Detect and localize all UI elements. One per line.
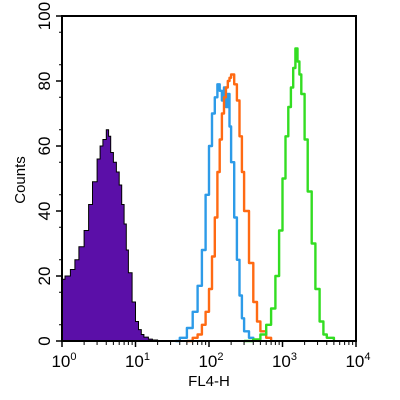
- series-4-histogram-line: [244, 47, 336, 343]
- y-tick-label: 20: [35, 267, 54, 286]
- x-tick-label: 104: [345, 351, 370, 371]
- series-layer: [61, 47, 336, 343]
- axis-layer: 100 101 102 103 104 0 20 40 60 80 100: [35, 2, 371, 371]
- y-tick-label: 60: [35, 137, 54, 156]
- x-tick-label: 100: [51, 351, 76, 371]
- y-axis-label: Counts: [12, 156, 29, 204]
- series-3-histogram-line: [186, 73, 273, 343]
- y-tick-label: 40: [35, 202, 54, 221]
- x-tick-label: 102: [198, 351, 223, 371]
- y-tick-label: 80: [35, 72, 54, 91]
- x-axis-label: FL4-H: [188, 373, 230, 390]
- series-2-histogram-line: [175, 83, 255, 343]
- x-tick-label: 101: [125, 351, 150, 371]
- y-tick-label: 100: [35, 2, 54, 30]
- y-tick-label: 0: [35, 336, 54, 345]
- x-tick-label: 103: [272, 351, 297, 371]
- series-1-filled-histogram: [61, 129, 163, 342]
